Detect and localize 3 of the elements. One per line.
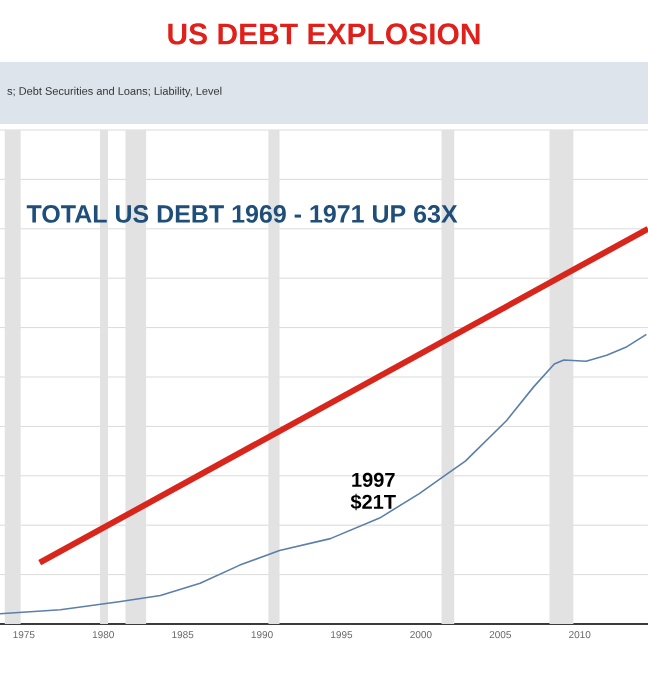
annotation: 1997 $21T [350,472,396,511]
text: TOTAL US DEBT 1969 - 1971 UP 63X [26,205,458,223]
chart-title: US DEBT EXPLOSION [168,23,480,45]
